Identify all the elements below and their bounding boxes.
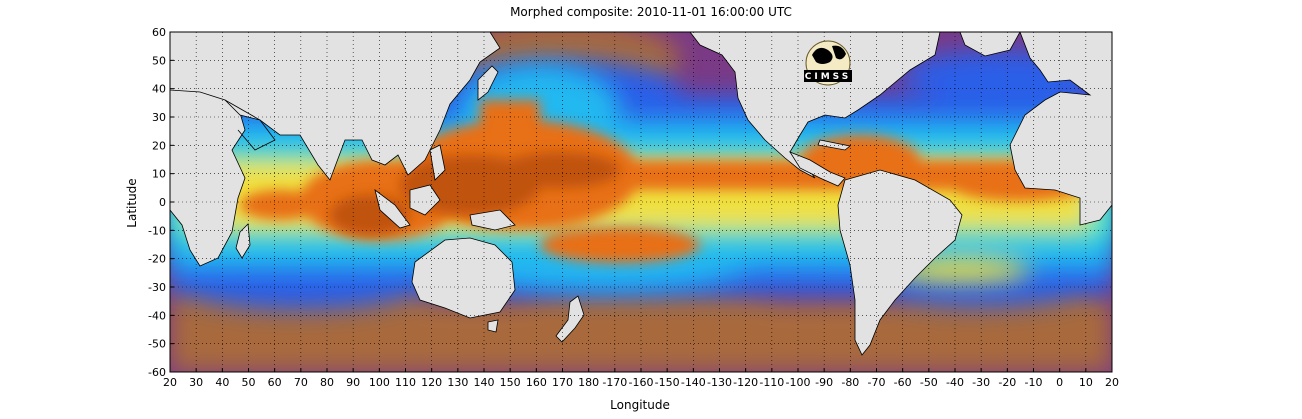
x-tick-label: 0 — [1056, 376, 1063, 389]
map-plot-area — [170, 32, 1112, 372]
x-tick-label: -120 — [733, 376, 758, 389]
x-axis-label: Longitude — [610, 398, 670, 412]
x-tick-label: 40 — [215, 376, 229, 389]
x-tick-label: -160 — [629, 376, 654, 389]
x-tick-label: -60 — [894, 376, 912, 389]
logo-text: CIMSS — [805, 72, 851, 82]
x-tick-label: 120 — [421, 376, 442, 389]
x-tick-label: 20 — [163, 376, 177, 389]
x-tick-label: -10 — [1025, 376, 1043, 389]
land-japan — [477, 65, 499, 101]
land-new-guinea — [469, 209, 516, 231]
x-axis-ticks: 20 30 40 50 60 70 80 90 100 110 120 130 140 150 160 170… — [163, 368, 1119, 389]
x-tick-label: -80 — [841, 376, 859, 389]
land-caribbean — [817, 139, 851, 151]
x-tick-label: 10 — [1079, 376, 1093, 389]
x-tick-label: 60 — [268, 376, 282, 389]
land-philippines — [429, 144, 446, 181]
x-tick-label: -50 — [920, 376, 938, 389]
x-tick-label: -140 — [681, 376, 706, 389]
x-tick-label: 160 — [526, 376, 547, 389]
x-tick-label: -70 — [868, 376, 886, 389]
y-tick-label: 40 — [152, 83, 166, 96]
x-tick-label: 180 — [578, 376, 599, 389]
x-tick-label: -100 — [786, 376, 811, 389]
map-grid — [170, 32, 1112, 372]
logo-swirl-right — [832, 45, 846, 60]
land-australia — [411, 237, 516, 319]
x-tick-label: 130 — [447, 376, 468, 389]
x-tick-label: 150 — [500, 376, 521, 389]
y-tick-label: 20 — [152, 139, 166, 152]
logo-banner — [804, 70, 852, 82]
x-tick-label: -130 — [707, 376, 732, 389]
land-sumatra — [374, 189, 411, 229]
logo-swirl-left — [812, 47, 833, 64]
cimss-logo: CIMSS — [804, 40, 852, 86]
x-tick-label: -170 — [602, 376, 627, 389]
x-tick-label: 90 — [346, 376, 360, 389]
max-moisture-core — [330, 152, 620, 235]
land-greenland — [959, 32, 1021, 57]
x-tick-label: 20 — [1105, 376, 1119, 389]
land-borneo — [409, 184, 441, 216]
x-tick-label: 30 — [189, 376, 203, 389]
x-tick-label: -150 — [655, 376, 680, 389]
land-tasmania — [487, 319, 499, 333]
map-title: Morphed composite: 2010-11-01 16:00:00 U… — [510, 5, 792, 19]
y-tick-label: -30 — [148, 281, 166, 294]
y-tick-label: 60 — [152, 26, 166, 39]
x-tick-label: 50 — [242, 376, 256, 389]
x-tick-label: -40 — [946, 376, 964, 389]
x-tick-label: 170 — [552, 376, 573, 389]
x-tick-label: -30 — [972, 376, 990, 389]
y-tick-label: 10 — [152, 168, 166, 181]
x-tick-label: 100 — [369, 376, 390, 389]
y-tick-label: 50 — [152, 54, 166, 67]
x-tick-label: 110 — [395, 376, 416, 389]
y-tick-label: -50 — [148, 338, 166, 351]
x-tick-label: -110 — [759, 376, 784, 389]
x-tick-label: 140 — [474, 376, 495, 389]
y-axis-ticks: 60 50 40 30 20 10 0 -10 -20 -30 -40 -50 -60 — [148, 26, 174, 379]
land-arabia-outline — [224, 99, 276, 151]
y-tick-label: 0 — [159, 196, 166, 209]
x-tick-label: 80 — [320, 376, 334, 389]
land-new-zealand — [555, 295, 585, 343]
x-tick-label: 70 — [294, 376, 308, 389]
land-europe-africa-east — [1009, 32, 1112, 226]
land-south-america — [837, 169, 963, 356]
land-central-america — [789, 151, 846, 187]
y-tick-label: -40 — [148, 309, 166, 322]
land-madagascar — [235, 223, 251, 259]
land-masses — [170, 32, 1112, 356]
land-eurasia — [170, 32, 501, 181]
y-tick-label: -60 — [148, 366, 166, 379]
y-tick-label: -20 — [148, 253, 166, 266]
y-tick-label: -10 — [148, 224, 166, 237]
y-tick-label: 30 — [152, 111, 166, 124]
x-tick-label: -90 — [815, 376, 833, 389]
x-tick-label: -20 — [998, 376, 1016, 389]
